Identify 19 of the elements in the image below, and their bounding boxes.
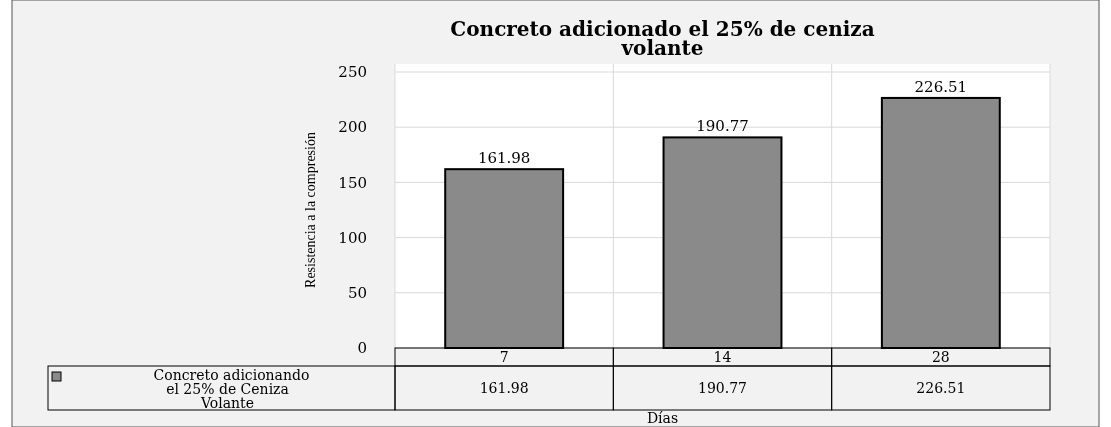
y-tick-label: 100 [338,228,367,247]
chart-title: Concreto adicionado el 25% de ceniza volante [450,17,875,60]
x-tick-label: 14 [713,349,732,365]
x-axis-title: Días [646,410,679,426]
y-tick-label: 250 [338,63,367,82]
y-tick-label: 50 [347,284,367,303]
data-label: 190.77 [698,380,747,396]
x-tick-label: 28 [931,349,950,365]
annotation: 226.51 [914,77,968,96]
y-tick-label: 200 [338,118,367,137]
data-label: 226.51 [916,380,966,396]
annotation: 190.77 [696,117,749,136]
text: Concreto adicionando el 25% de Ceniza Volante [153,367,310,411]
y-tick-label: 150 [338,173,367,192]
data-label: 161.98 [479,380,529,396]
y-axis-title: Resistencia a la compresión [303,132,318,288]
y-tick-label: 0 [357,339,367,358]
x-tick-label: 7 [499,349,509,365]
annotation: 161.98 [477,149,531,168]
